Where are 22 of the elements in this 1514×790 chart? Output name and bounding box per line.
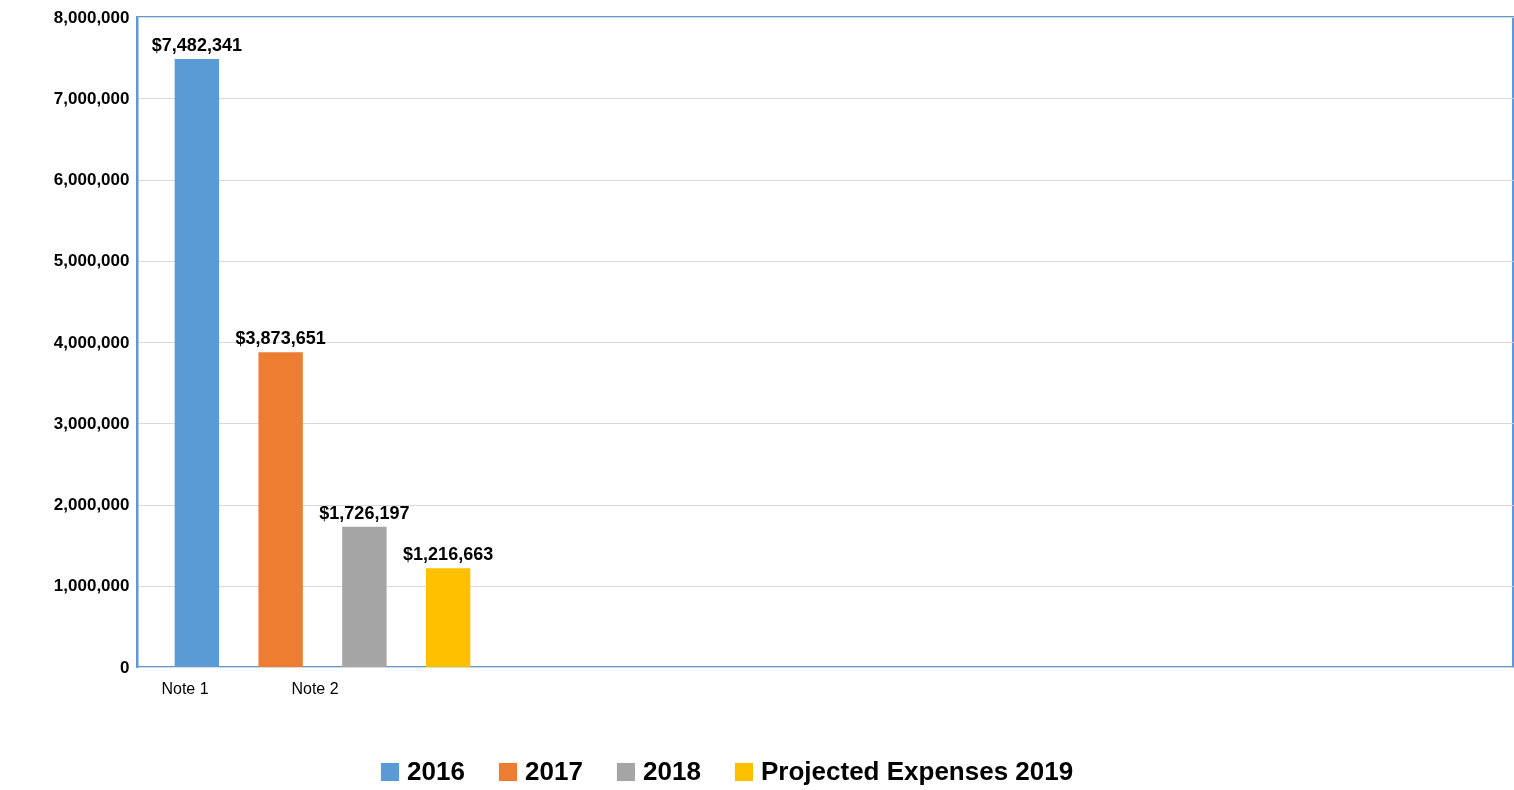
y-tick-label: 5,000,000 — [53, 251, 130, 271]
bar — [425, 568, 471, 667]
data-label: $7,482,341 — [151, 35, 242, 56]
y-tick-label: 6,000,000 — [53, 170, 130, 189]
legend-label: 2016 — [407, 756, 465, 786]
legend-label: 2018 — [643, 756, 701, 786]
legend-label: Projected Expenses 2019 — [761, 756, 1074, 786]
text: Note 1 — [161, 680, 209, 697]
bar — [342, 526, 387, 667]
y-tick-label: 8,000,000 — [53, 7, 130, 27]
y-tick-label: 1,000,000 — [53, 576, 130, 596]
bar — [258, 352, 303, 667]
data-label: $3,873,651 — [235, 328, 326, 349]
y-tick-label: 4,000,000 — [53, 332, 130, 352]
legend-label: 2017 — [525, 756, 583, 786]
data-label: $1,216,663 — [403, 544, 494, 565]
y-tick-label: 2,000,000 — [53, 495, 130, 514]
data-label: $1,726,197 — [319, 502, 410, 523]
y-tick-label: 3,000,000 — [53, 413, 130, 433]
y-tick-label: 7,000,000 — [53, 88, 130, 108]
y-tick-label: 0 — [120, 657, 130, 677]
text: Note 2 — [291, 680, 339, 697]
